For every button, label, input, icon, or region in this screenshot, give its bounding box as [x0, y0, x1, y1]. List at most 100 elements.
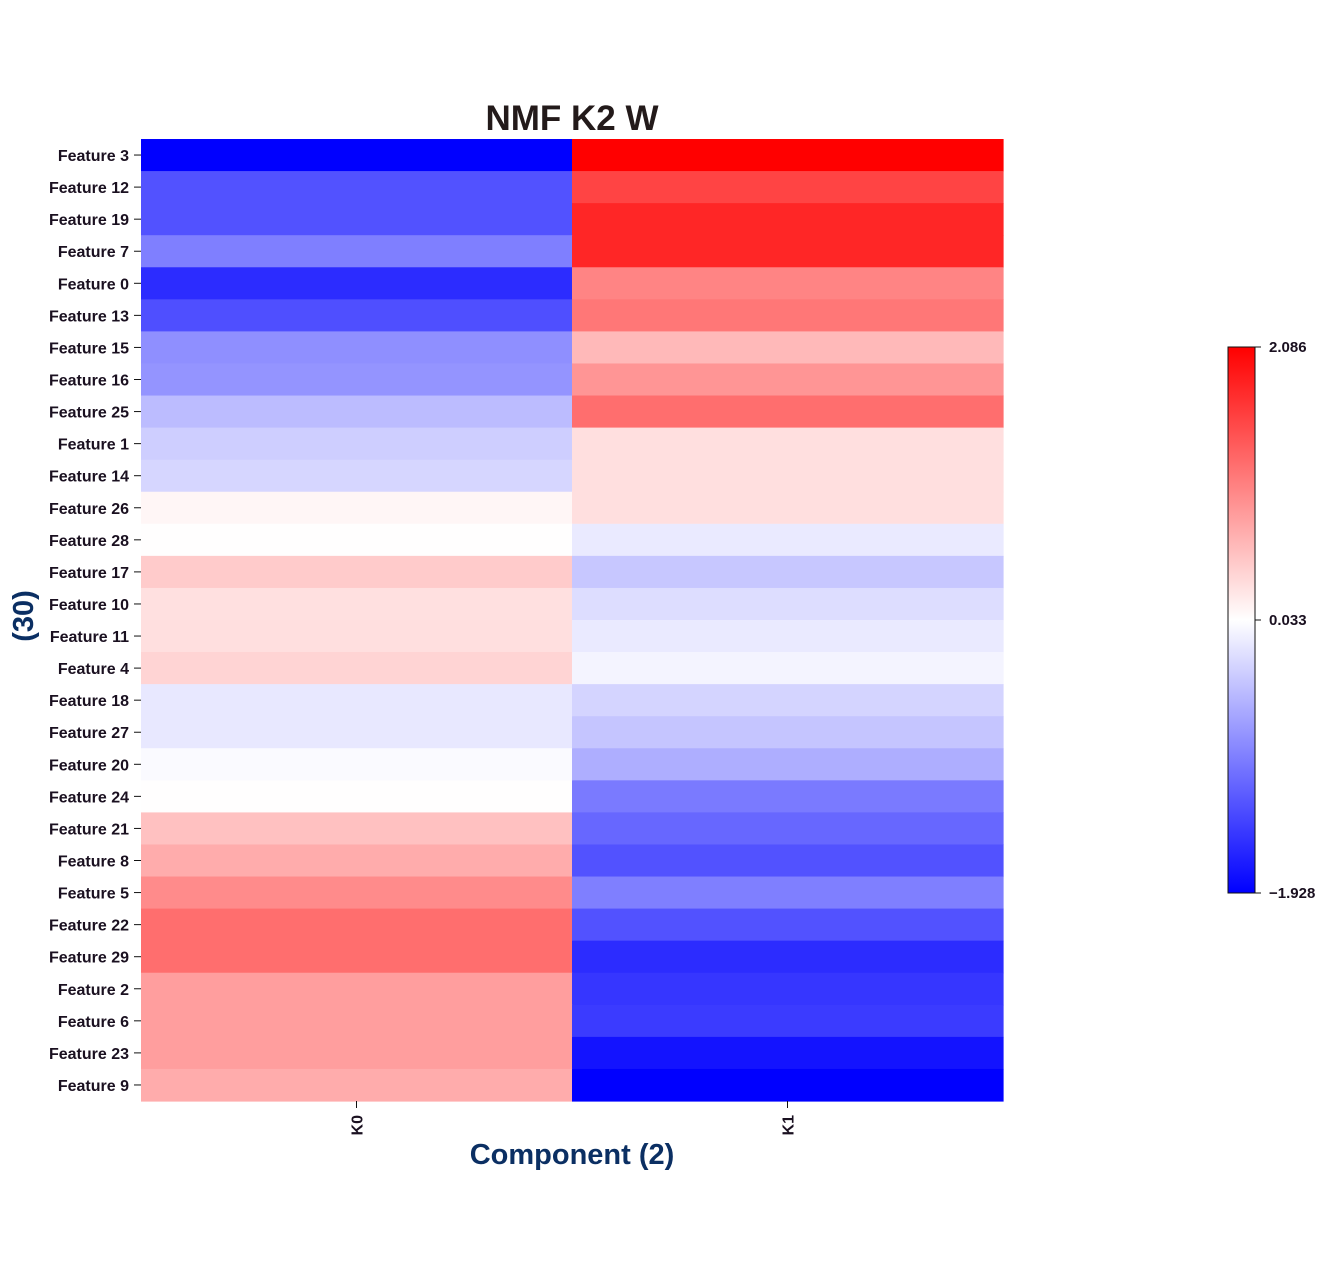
heatmap-cell — [141, 523, 573, 557]
x-tick-label: K0 — [350, 1115, 367, 1136]
heatmap-cell — [141, 748, 573, 781]
heatmap-cell — [141, 459, 573, 493]
y-tick-label: Feature 25 — [49, 405, 129, 422]
heatmap-cell — [572, 876, 1004, 910]
y-tick-label: Feature 12 — [49, 180, 129, 197]
heatmap-cell — [141, 299, 573, 332]
heatmap-cell — [572, 908, 1004, 942]
heatmap-cell — [572, 716, 1004, 749]
colorbar-tick-label: 2.086 — [1269, 339, 1307, 356]
y-tick-label: Feature 3 — [58, 148, 129, 165]
heatmap-cell — [572, 331, 1004, 365]
heatmap-cell — [141, 652, 573, 685]
heatmap-cell — [572, 1068, 1004, 1102]
colorbar-tick-label: −1.928 — [1269, 885, 1315, 902]
heatmap-cell — [572, 363, 1004, 397]
heatmap-cell — [141, 716, 573, 749]
heatmap-cell — [141, 427, 573, 461]
heatmap-cell — [141, 908, 573, 942]
heatmap-cell — [141, 587, 573, 621]
heatmap-cell — [572, 203, 1004, 236]
heatmap-cells — [141, 139, 1004, 1102]
heatmap-cell — [572, 587, 1004, 621]
heatmap-cell — [141, 235, 573, 268]
heatmap-cell — [572, 555, 1004, 589]
y-tick-label: Feature 5 — [58, 886, 129, 903]
heatmap-cell — [572, 652, 1004, 685]
heatmap-cell — [572, 235, 1004, 268]
heatmap-cell — [572, 299, 1004, 332]
y-tick-label: Feature 22 — [49, 918, 129, 935]
y-tick-label: Feature 6 — [58, 1014, 129, 1031]
y-tick-label: Feature 10 — [49, 597, 129, 614]
y-tick-label: Feature 14 — [49, 469, 129, 486]
y-tick-label: Feature 20 — [49, 757, 129, 774]
y-tick-label: Feature 17 — [49, 565, 129, 582]
heatmap-cell — [141, 940, 573, 974]
y-tick-label: Feature 29 — [49, 950, 129, 967]
y-tick-label: Feature 1 — [58, 437, 129, 454]
heatmap-cell — [141, 812, 573, 846]
heatmap-cell — [572, 748, 1004, 781]
y-tick-label: Feature 19 — [49, 212, 129, 229]
x-tick-label: K1 — [781, 1115, 798, 1136]
y-tick-label: Feature 8 — [58, 854, 129, 871]
colorbar-tick-label: 0.033 — [1269, 612, 1307, 629]
heatmap-cell — [572, 1036, 1004, 1070]
heatmap-cell — [141, 1004, 573, 1038]
chart-title: NMF K2 W — [485, 99, 658, 138]
heatmap-cell — [141, 780, 573, 813]
heatmap-cell — [141, 684, 573, 717]
heatmap-cell — [572, 1004, 1004, 1038]
heatmap-cell — [141, 139, 573, 172]
y-tick-label: Feature 28 — [49, 533, 129, 550]
heatmap-cell — [141, 844, 573, 878]
y-tick-label: Feature 4 — [58, 661, 129, 678]
heatmap-cell — [141, 171, 573, 204]
y-tick-label: Feature 7 — [58, 244, 129, 261]
y-axis-label: (30) — [8, 590, 40, 642]
heatmap-cell — [572, 812, 1004, 846]
heatmap-cell — [141, 876, 573, 910]
heatmap-cell — [572, 491, 1004, 525]
heatmap-cell — [572, 523, 1004, 557]
heatmap-cell — [572, 940, 1004, 974]
heatmap-cell — [141, 1068, 573, 1102]
heatmap-cell — [572, 844, 1004, 878]
heatmap-cell — [572, 427, 1004, 461]
y-tick-label: Feature 15 — [49, 340, 129, 357]
heatmap-cell — [141, 331, 573, 365]
y-tick-label: Feature 13 — [49, 308, 129, 325]
y-tick-label: Feature 9 — [58, 1078, 129, 1095]
heatmap-cell — [141, 267, 573, 300]
y-tick-label: Feature 27 — [49, 725, 129, 742]
heatmap-cell — [141, 555, 573, 589]
y-tick-label: Feature 0 — [58, 276, 129, 293]
heatmap-cell — [572, 171, 1004, 204]
heatmap-cell — [572, 395, 1004, 429]
colorbar: 2.086 0.033 −1.928 — [1227, 339, 1315, 902]
heatmap-cell — [572, 972, 1004, 1006]
heatmap-cell — [141, 972, 573, 1006]
y-tick-label: Feature 23 — [49, 1046, 129, 1063]
heatmap-cell — [572, 267, 1004, 300]
heatmap-cell — [572, 139, 1004, 172]
y-tick-label: Feature 26 — [49, 501, 129, 518]
heatmap-cell — [572, 780, 1004, 813]
y-tick-label: Feature 11 — [50, 629, 129, 646]
heatmap-cell — [572, 620, 1004, 653]
heatmap-cell — [141, 491, 573, 525]
heatmap-cell — [141, 1036, 573, 1070]
heatmap-cell — [141, 203, 573, 236]
y-tick-label: Feature 24 — [49, 789, 129, 806]
heatmap-cell — [141, 395, 573, 429]
y-tick-label: Feature 16 — [49, 373, 129, 390]
y-tick-label: Feature 2 — [58, 982, 129, 999]
heatmap-cell — [141, 620, 573, 653]
heatmap-cell — [572, 459, 1004, 493]
column-labels: K0 K1 — [350, 1101, 798, 1135]
colorbar-gradient — [1227, 346, 1256, 894]
y-tick-label: Feature 21 — [49, 821, 129, 838]
row-labels: Feature 3 Feature 12 Feature 19 Feature 7 Fe… — [49, 148, 141, 1095]
